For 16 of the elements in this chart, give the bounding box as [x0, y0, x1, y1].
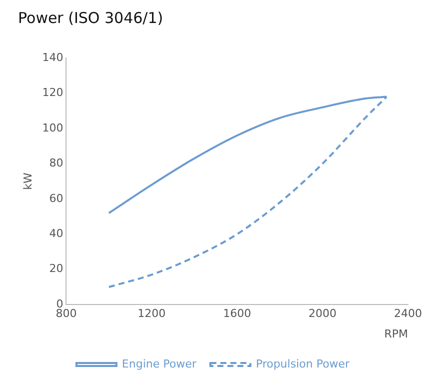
y-tick-label: 80	[49, 156, 64, 170]
x-tick-label: 1600	[223, 307, 252, 320]
legend-label: Propulsion Power	[256, 357, 350, 370]
chart-title: Power (ISO 3046/1)	[18, 8, 164, 27]
y-tick-label: 140	[42, 50, 64, 64]
x-axis-title: RPM	[384, 327, 408, 340]
y-tick-label: 100	[42, 121, 64, 134]
x-tick-label: 1200	[138, 307, 166, 320]
y-tick-label: 120	[42, 86, 64, 100]
legend-label: Engine Power	[122, 357, 197, 370]
x-tick-label: 2000	[308, 307, 337, 320]
y-tick-label: 40	[49, 227, 64, 240]
x-tick-label: 2400	[394, 307, 422, 320]
y-tick-label: 20	[49, 262, 64, 276]
y-tick-label: 60	[49, 192, 64, 205]
y-axis-title: kW	[21, 172, 34, 190]
